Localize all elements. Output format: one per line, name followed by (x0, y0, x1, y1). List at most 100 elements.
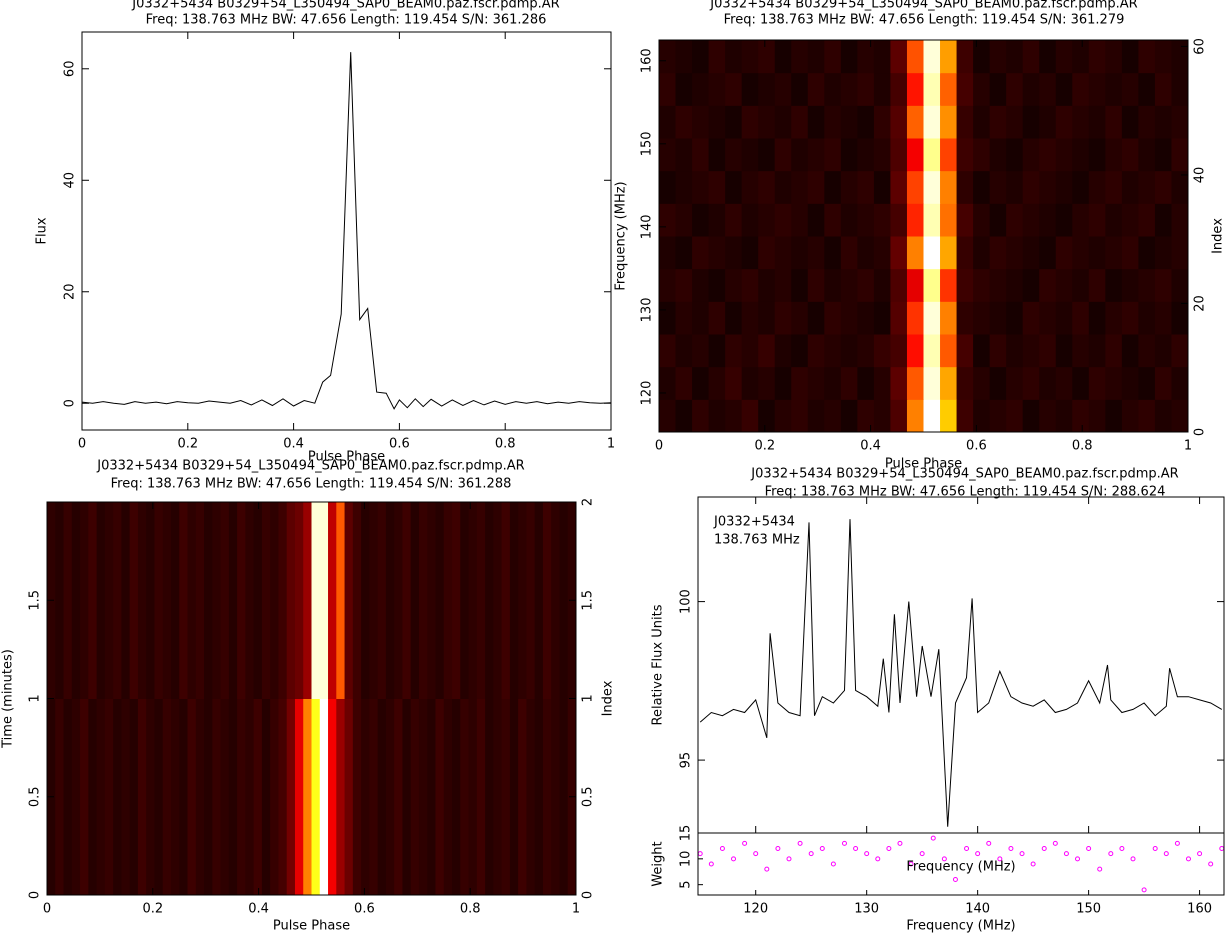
heatmap-cell (973, 203, 991, 237)
heatmap-cell (253, 698, 263, 896)
heatmap-cell (741, 366, 759, 400)
heatmap-cell (1039, 72, 1057, 106)
heatmap-cell (278, 502, 288, 699)
heatmap-cell (80, 502, 89, 699)
heatmap-cell (659, 399, 677, 433)
heatmap-cell (443, 698, 453, 896)
y-tick-label: 100 (679, 589, 694, 614)
heatmap-cell (1088, 301, 1106, 335)
heatmap-cell (692, 399, 710, 433)
heatmap-cell (956, 105, 974, 139)
heatmap-cell (708, 138, 726, 172)
heatmap-cell (542, 502, 552, 699)
heatmap-cell (840, 170, 858, 204)
heatmap-cell (807, 170, 825, 204)
heatmap-cell (1055, 301, 1073, 335)
heatmap-cell (906, 40, 924, 74)
heatmap-cell (460, 698, 470, 896)
heatmap-cell (873, 399, 891, 433)
x-tick-label: 0 (655, 439, 663, 454)
heatmap-cell (55, 502, 65, 699)
heatmap-cell (857, 334, 875, 368)
heatmap-cell (534, 502, 544, 699)
heatmap-cell (394, 698, 403, 896)
heatmap-cell (989, 334, 1007, 368)
heatmap-cell (1171, 334, 1189, 368)
heatmap-cell (55, 698, 65, 896)
heatmap-cell (659, 138, 677, 172)
heatmap-cell (1121, 366, 1139, 400)
x-axis-label: Frequency (MHz) (906, 860, 1015, 875)
heatmap-cell (104, 502, 114, 699)
heatmap-cell (906, 236, 924, 270)
heatmap-cell (1121, 170, 1139, 204)
heatmap-cell (940, 399, 958, 433)
heatmap-cell (791, 399, 809, 433)
heatmap-cell (692, 105, 710, 139)
heatmap-cell (1138, 40, 1156, 74)
heatmap-cell (923, 138, 941, 172)
x-tick-label: 0.8 (1072, 439, 1093, 454)
heatmap-cell (708, 366, 726, 400)
heatmap-cell (989, 236, 1007, 270)
heatmap-cell (1006, 268, 1024, 302)
heatmap-cell (352, 502, 362, 699)
heatmap-cell (807, 105, 825, 139)
heatmap-cell (526, 502, 536, 699)
heatmap-cell (940, 203, 958, 237)
heatmap-cell (973, 334, 991, 368)
heatmap-cell (989, 366, 1007, 400)
heatmap-cell (692, 366, 710, 400)
heatmap-cell (476, 502, 486, 699)
y-tick-label: 1 (28, 694, 43, 702)
heatmap-cell (758, 105, 776, 139)
heatmap-cell (890, 138, 908, 172)
heatmap-cell (1105, 105, 1123, 139)
y-tick-label: 0 (63, 399, 78, 407)
heatmap-cell (857, 366, 875, 400)
heatmap-cell (1088, 170, 1106, 204)
heatmap-cell (758, 138, 776, 172)
heatmap-cell (791, 236, 809, 270)
x-tick-label: 1 (572, 902, 580, 917)
heatmap-cell (1072, 105, 1090, 139)
heatmap-cell (840, 334, 858, 368)
heatmap-cell (71, 502, 81, 699)
heatmap-cell (1154, 170, 1172, 204)
y2-tick-label: 0.5 (581, 786, 596, 807)
heatmap-cell (237, 698, 246, 896)
heatmap-cell (212, 698, 222, 896)
weight-point (997, 856, 1003, 862)
chart-title: J0332+5434 B0329+54_L350494_SAP0_BEAM0.p… (750, 467, 1178, 482)
heatmap-cell (1171, 268, 1189, 302)
heatmap-cell (659, 236, 677, 270)
heatmap-cell (973, 236, 991, 270)
heatmap-cell (940, 268, 958, 302)
weight-point (841, 840, 847, 846)
heatmap-cell (237, 502, 246, 699)
heatmap-cell (758, 40, 776, 74)
heatmap-cell (1072, 40, 1090, 74)
heatmap-cell (725, 301, 743, 335)
heatmap-cell (758, 72, 776, 106)
heatmap-cell (741, 40, 759, 74)
heatmap-cell (791, 268, 809, 302)
heatmap-cell (1039, 334, 1057, 368)
heatmap-cell (137, 502, 147, 699)
heatmap-cell (1006, 203, 1024, 237)
heatmap-cell (385, 502, 395, 699)
heatmap-cell (923, 301, 941, 335)
x-tick-label: 0 (43, 902, 51, 917)
heatmap-cell (1039, 301, 1057, 335)
heatmap-cell (493, 698, 503, 896)
y-tick-label: 95 (679, 752, 694, 769)
y-tick-label: 140 (640, 214, 655, 239)
heatmap-cell (807, 236, 825, 270)
heatmap-cell (791, 301, 809, 335)
heatmap-cell (708, 105, 726, 139)
heatmap-cell (1022, 170, 1040, 204)
heatmap-cell (906, 301, 924, 335)
heatmap-cell (344, 502, 354, 699)
heatmap-cell (774, 334, 792, 368)
x-tick-label: 130 (854, 902, 879, 917)
